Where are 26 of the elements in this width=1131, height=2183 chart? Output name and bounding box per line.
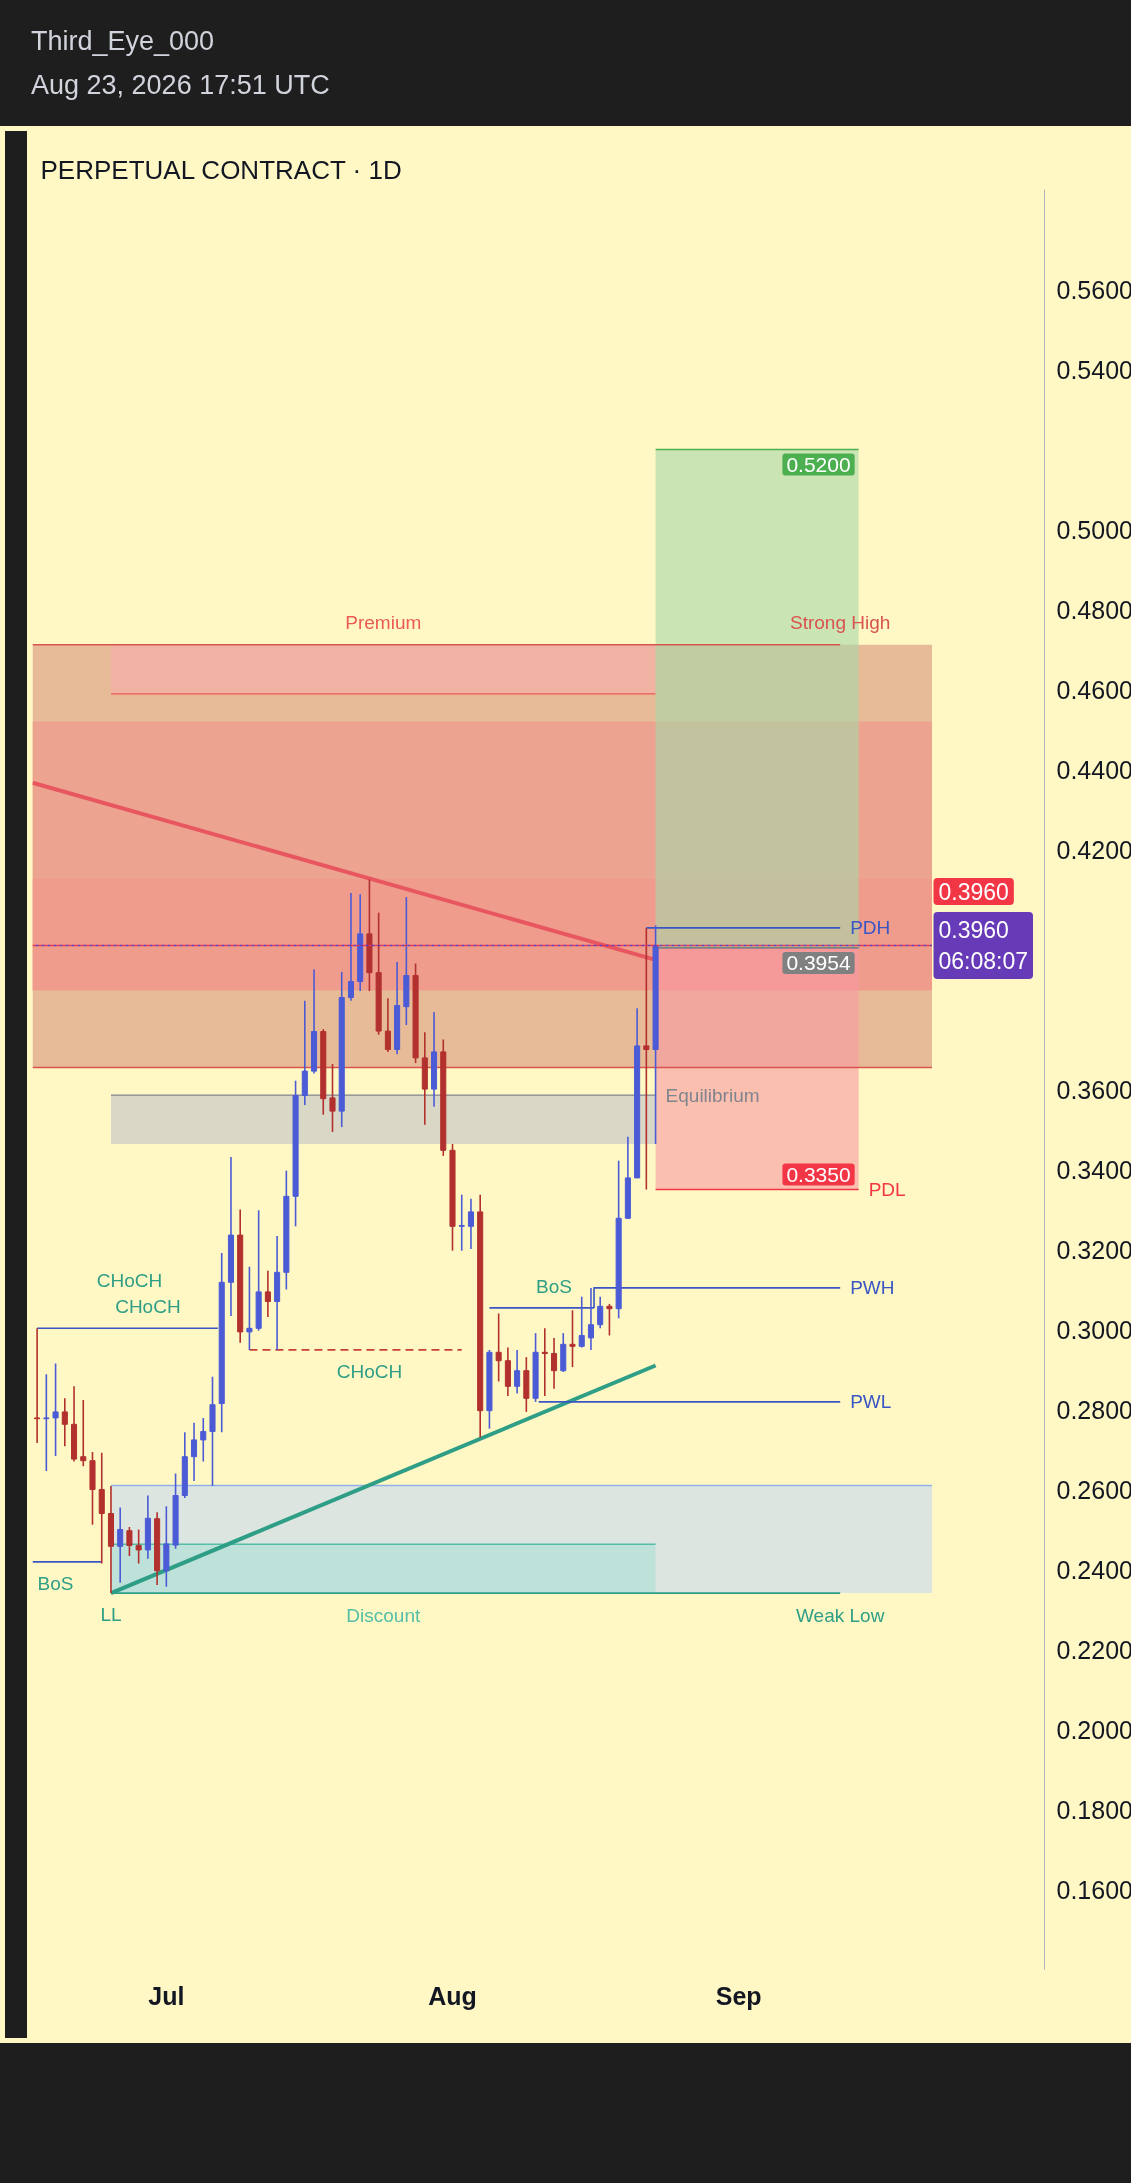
annotation: LL xyxy=(100,1604,122,1626)
x-tick-label: Aug xyxy=(428,1981,477,2010)
series-label: PWL xyxy=(850,1391,892,1413)
chart-title: PERPETUAL CONTRACT · 1D xyxy=(40,154,402,185)
text: Premium xyxy=(345,611,422,633)
series-label: PDL xyxy=(868,1179,906,1200)
text: Aug 23, 2026 17:51 UTC xyxy=(31,70,330,100)
series-label: PDH xyxy=(850,917,891,939)
annotation: BoS xyxy=(536,1275,572,1297)
data-label: 0.5200 xyxy=(786,452,851,476)
x-tick-label: Jul xyxy=(148,1981,185,2010)
data-label: 0.3350 xyxy=(786,1162,851,1186)
annotation: BoS xyxy=(37,1573,74,1595)
data-label: 0.3954 xyxy=(786,950,851,974)
series-label: Equilibrium xyxy=(665,1084,760,1106)
text: Third_Eye_000 xyxy=(31,26,215,56)
series-label: Strong High xyxy=(790,611,891,633)
text: Discount xyxy=(346,1605,421,1627)
x-tick-label: Sep xyxy=(715,1981,762,2010)
annotation: CHoCH xyxy=(96,1270,163,1292)
annotation: CHoCH xyxy=(115,1295,181,1317)
ref-line-label: 0.3960 06:08:07 xyxy=(938,916,1029,975)
annotation: CHoCH xyxy=(336,1361,403,1383)
ref-line-label: 0.3960 xyxy=(938,879,1009,905)
series-label: PWH xyxy=(850,1277,895,1299)
series-label: Weak Low xyxy=(796,1605,885,1627)
